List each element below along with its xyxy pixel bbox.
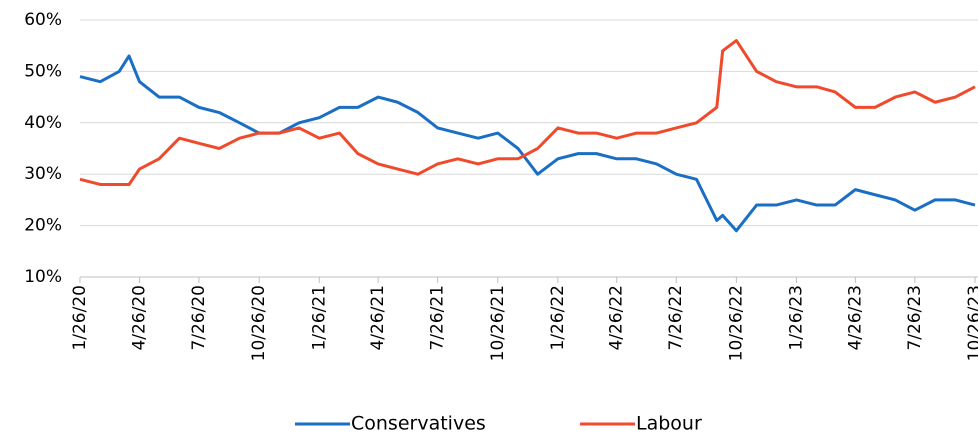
x-tick-label: 1/26/23 [787, 285, 807, 351]
x-tick-label: 4/26/23 [845, 285, 865, 351]
y-tick-label: 10% [24, 267, 62, 287]
x-tick-label: 1/26/20 [70, 285, 90, 351]
x-tick-label: 4/26/22 [607, 285, 627, 351]
y-tick-label: 30% [24, 164, 62, 184]
x-tick-label: 1/26/21 [309, 285, 329, 351]
x-tick-label: 7/26/21 [428, 285, 448, 351]
y-tick-label: 50% [24, 61, 62, 81]
y-tick-label: 40% [24, 113, 62, 133]
x-tick-label: 7/26/23 [905, 285, 925, 351]
x-tick-label: 7/26/22 [666, 285, 686, 351]
line-series [79, 39, 976, 186]
x-tick-label: 4/26/20 [129, 285, 149, 351]
x-tick-label: 4/26/21 [368, 285, 388, 351]
y-tick-label: 20% [24, 216, 62, 236]
y-tick-label: 60% [24, 10, 62, 30]
legend-label: Labour [636, 413, 702, 435]
x-tick-label: 10/26/21 [488, 285, 508, 361]
line-series [79, 54, 976, 233]
x-tick-label: 7/26/20 [189, 285, 209, 351]
x-tick-label: 10/26/20 [249, 285, 269, 361]
x-tick-label: 10/26/23 [965, 285, 978, 361]
x-tick-label: 10/26/22 [726, 285, 746, 361]
x-tick-label: 1/26/22 [548, 285, 568, 351]
legend-label: Conservatives [351, 413, 486, 435]
